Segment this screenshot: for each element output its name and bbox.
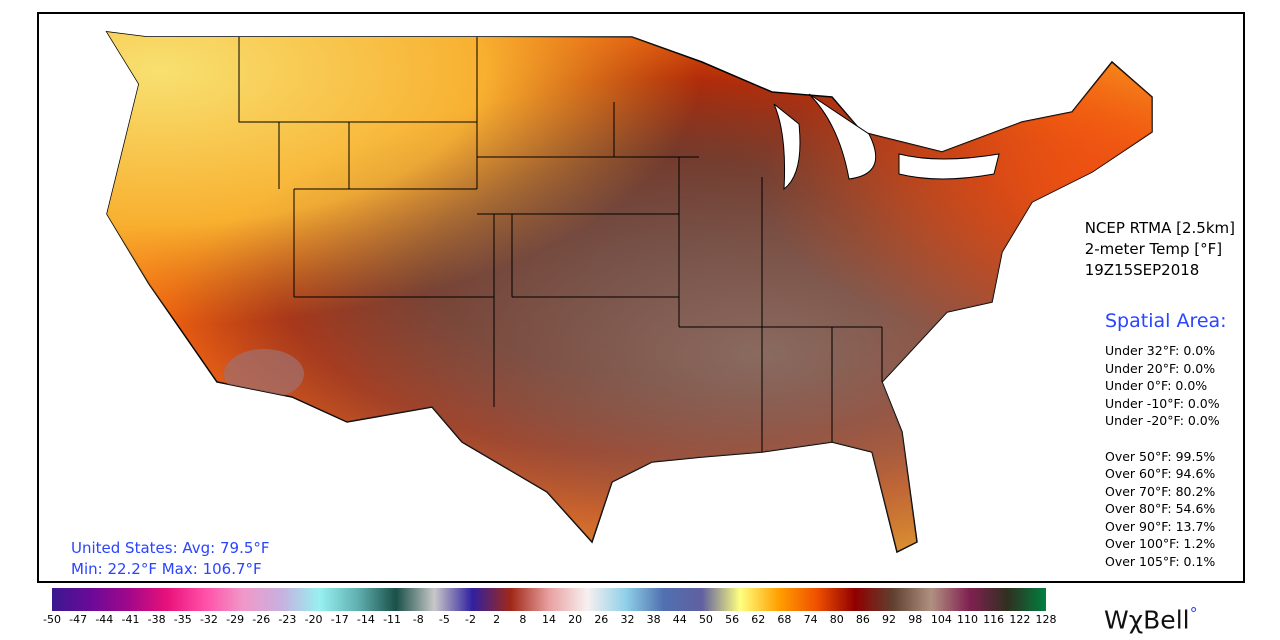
colorbar-tick-label: -20 xyxy=(304,613,323,626)
stat-over: Over 50°F: 99.5% xyxy=(1105,448,1216,464)
colorbar-tick-label: 20 xyxy=(568,613,583,626)
colorbar-tick-label: 14 xyxy=(542,613,556,626)
colorbar-tick-label: -35 xyxy=(173,613,192,626)
colorbar-tick-label: 110 xyxy=(957,613,979,626)
desert-southwest-region xyxy=(224,349,304,399)
temperature-map xyxy=(105,31,1153,554)
colorbar-tick-label: -29 xyxy=(226,613,245,626)
colorbar-tick-label: 86 xyxy=(855,613,870,626)
colorbar-tick-label: 122 xyxy=(1009,613,1031,626)
colorbar-tick-label: -50 xyxy=(43,613,61,626)
spatial-stats: Under 32°F: 0.0% Under 20°F: 0.0% Under … xyxy=(1105,342,1220,570)
colorbar-tick-label: 74 xyxy=(803,613,818,626)
stat-over: Over 100°F: 1.2% xyxy=(1105,536,1216,551)
colorbar-tick-label: -26 xyxy=(252,613,271,626)
colorbar-tick-label: -17 xyxy=(330,613,349,626)
min-max-temp: Min: 22.2°F Max: 106.7°F xyxy=(71,560,262,578)
logo-mark: ° xyxy=(1189,604,1198,623)
colorbar-tick-label: -8 xyxy=(412,613,424,626)
colorbar-tick-label: 38 xyxy=(646,613,661,626)
colorbar-tick-label: 68 xyxy=(777,613,792,626)
state-borders xyxy=(238,37,883,452)
colorbar-tick-label: 92 xyxy=(882,613,897,626)
stat-over: Over 60°F: 94.6% xyxy=(1105,466,1216,481)
wxbell-logo: WχBell° xyxy=(1104,604,1198,634)
colorbar-tick-label: -32 xyxy=(199,613,218,626)
average-temp: United States: Avg: 79.5°F xyxy=(71,539,270,557)
stat-under: Under 32°F: 0.0% xyxy=(1105,343,1216,358)
great-lakes xyxy=(773,93,1000,191)
colorbar-tick-label: 56 xyxy=(725,613,740,626)
stat-under: Under 20°F: 0.0% xyxy=(1105,360,1216,376)
colorbar-tick-label: -11 xyxy=(383,613,402,626)
colorbar-tick-label: 104 xyxy=(930,613,952,626)
colorbar-tick-label: 2 xyxy=(493,613,501,626)
colorbar-tick-label: 98 xyxy=(908,613,923,626)
stat-over: Over 80°F: 54.6% xyxy=(1105,501,1216,516)
colorbar-tick-label: -5 xyxy=(438,613,450,626)
spatial-area-heading: Spatial Area: xyxy=(1105,310,1227,332)
stat-under: Under -10°F: 0.0% xyxy=(1105,395,1220,411)
stat-over: Over 90°F: 13.7% xyxy=(1105,518,1216,534)
colorbar-tick-label: 128 xyxy=(1035,613,1057,626)
colorbar-tick-label: 62 xyxy=(751,613,766,626)
stat-over: Over 70°F: 80.2% xyxy=(1105,483,1216,499)
stat-under: Under -20°F: 0.0% xyxy=(1105,413,1220,428)
colorbar-tick-label: -23 xyxy=(278,613,297,626)
colorbar-tick-label: 32 xyxy=(620,613,635,626)
valid-time: 19Z15SEP2018 xyxy=(1084,261,1200,279)
colorbar-tick-label: 50 xyxy=(698,613,713,626)
map-title-block: NCEP RTMA [2.5km] 2-meter Temp [°F] 19Z1… xyxy=(1085,218,1235,281)
stat-under: Under 0°F: 0.0% xyxy=(1105,378,1208,393)
colorbar-ticks: -50 -47 -44 -41 -38 -35 -32 -29 -26 -23 -20 -17 -14-… xyxy=(43,613,1056,627)
colorbar-tick-label: -2 xyxy=(465,613,476,626)
map-frame: NCEP RTMA [2.5km] 2-meter Temp [°F] 19Z1… xyxy=(37,12,1245,583)
colorbar-tick-label: 116 xyxy=(983,613,1005,626)
colorbar-tick-label: -44 xyxy=(95,613,114,626)
colorbar-tick-label: 8 xyxy=(519,613,527,626)
colorbar-tick-label: -38 xyxy=(147,613,166,626)
colorbar-tick-label: -41 xyxy=(121,613,140,626)
summary-stats: United States: Avg: 79.5°F Min: 22.2°F M… xyxy=(71,538,270,580)
model-name: NCEP RTMA [2.5km] xyxy=(1084,219,1235,237)
colorbar-tick-label: -47 xyxy=(69,613,88,626)
logo-text: WχBell xyxy=(1104,605,1190,635)
colorbar-tick-label: 80 xyxy=(829,613,844,626)
variable-name: 2-meter Temp [°F] xyxy=(1084,240,1223,258)
colorbar-tick-label: 44 xyxy=(672,613,687,626)
colorbar xyxy=(52,588,1046,611)
stat-over: Over 105°F: 0.1% xyxy=(1105,553,1216,569)
colorbar-tick-label: 26 xyxy=(594,613,609,626)
colorbar-tick-label: -14 xyxy=(356,613,375,626)
